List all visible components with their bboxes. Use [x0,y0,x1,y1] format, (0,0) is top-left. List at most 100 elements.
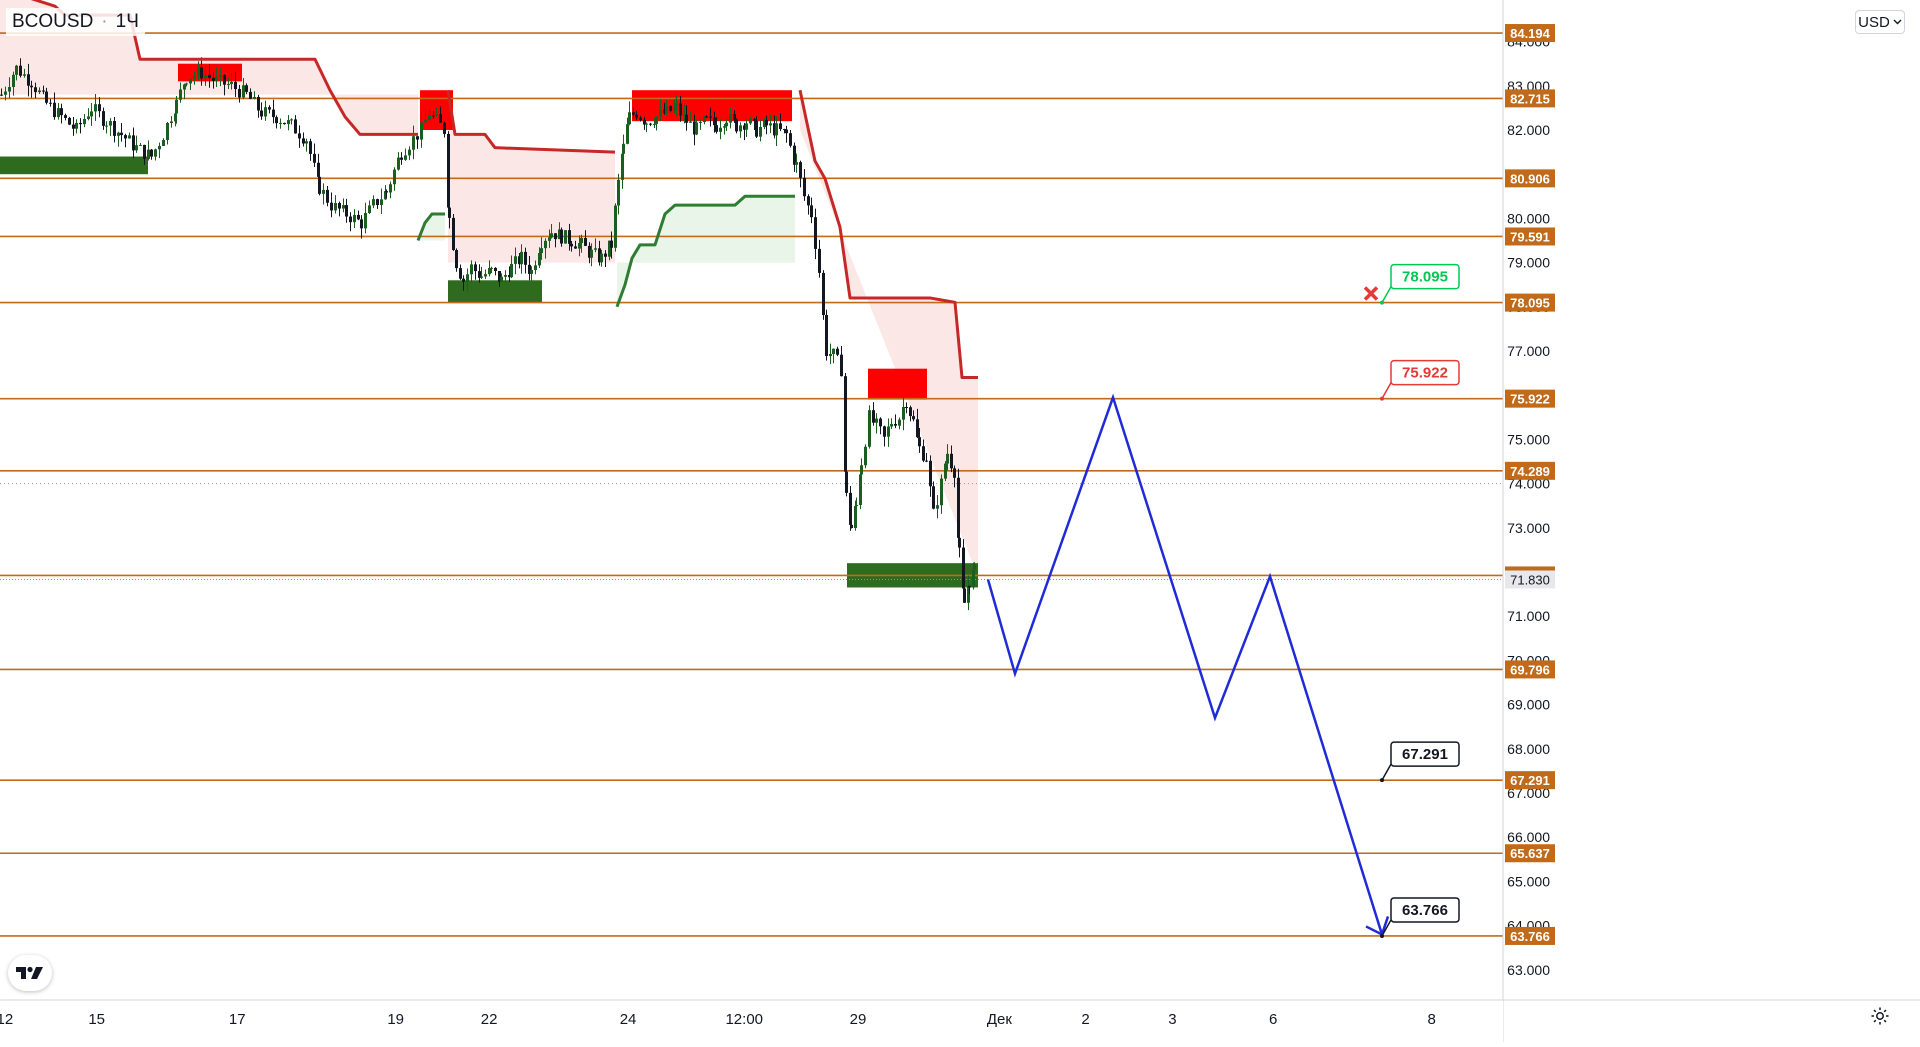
candle-body [135,145,138,151]
candle-body [72,124,75,129]
level-price-tag[interactable] [1505,89,1555,108]
candle-body [898,419,901,426]
candle-body [759,127,762,137]
candle-body [850,524,853,528]
candle-body [626,124,629,144]
candle-body [779,123,782,130]
candle-body [864,446,867,466]
candle-body [973,564,976,570]
candle-body [408,149,411,156]
candle-body [385,191,388,193]
candle-body [309,141,312,154]
level-price-tag[interactable] [1505,293,1555,312]
candle-body [608,240,611,257]
candle-body [544,240,547,249]
candle-body [550,233,553,238]
candle-body [763,119,766,128]
level-price-tag[interactable] [1505,660,1555,679]
candle-body [685,114,688,123]
candle-body [75,122,78,129]
candle-body [822,272,825,316]
currency-button[interactable]: USD [1855,10,1905,34]
candle-body [962,547,965,589]
candle-body [435,114,438,116]
chevron-down-icon [1893,19,1902,25]
bull-fill-1 [418,213,445,241]
time-tick-label: 24 [620,1011,637,1028]
candle-body [558,229,561,240]
level-price-tag[interactable] [1505,389,1555,408]
candle-body [643,119,646,125]
chart-settings-button[interactable] [1866,1002,1894,1030]
candle-body [508,275,511,278]
time-tick-label: 8 [1427,1011,1435,1028]
callout-pointer [1381,763,1392,781]
candle-body [428,115,431,121]
callout-anchor [1380,933,1384,938]
candle-body [709,116,712,118]
time-tick-label: 6 [1269,1011,1277,1028]
callout-box[interactable] [1390,897,1460,923]
candle-body [294,119,297,134]
candle-body [376,199,379,206]
candle-body [189,78,192,84]
candle-body [215,76,218,81]
candle-body [439,114,442,123]
candle-body [234,81,237,90]
candle-body [79,122,82,125]
candle-body [488,267,491,275]
last-price-label: 71.830 [1510,573,1550,588]
candle-body [755,120,758,137]
callout-label[interactable]: 78.095 [1402,269,1448,286]
callout-label[interactable]: 67.291 [1402,746,1448,763]
last-price-tag[interactable] [1505,570,1555,589]
candle-body [653,123,656,125]
level-price-tag[interactable] [1505,227,1555,246]
price-axis[interactable]: 84.00083.00082.00081.00080.00079.00078.0… [1502,0,1920,1042]
callout-box[interactable] [1390,359,1460,386]
price-callouts[interactable]: 78.095 75.922 67.291 63.766 [1363,263,1460,938]
level-price-tag[interactable] [1505,926,1555,945]
callout-label[interactable]: 63.766 [1402,902,1448,919]
interval-label[interactable]: 1Ч [115,11,139,32]
candle-body [540,248,543,254]
candle-body [447,133,450,208]
candle-body [564,230,567,244]
candle-body [795,162,798,165]
candle-body [912,416,915,420]
callout-box[interactable] [1390,741,1460,767]
level-price-tag[interactable] [1505,461,1555,480]
candle-body [245,85,248,92]
candle-body [860,465,863,475]
candle-body [936,505,939,509]
candle-body [57,108,60,118]
candle-body [594,248,597,250]
candle-body [448,207,451,218]
level-price-tag[interactable] [1505,771,1555,790]
candle-body [158,145,161,150]
candle-body [424,120,427,123]
callout-anchor [1380,396,1384,401]
forecast-line[interactable] [986,393,1384,935]
callout-box[interactable] [1390,263,1460,290]
level-price-tag[interactable] [1505,844,1555,863]
candle-body [480,276,483,278]
candle-body [628,112,631,125]
symbol-legend[interactable]: BCOUSD · 1Ч [6,8,145,36]
candle-body [257,96,260,111]
tradingview-logo[interactable] [8,955,52,991]
price-tick-label: 68.000 [1507,741,1550,757]
time-axis[interactable]: 12 15 17 19 22 24 12:00 29 Дек 2 3 6 8 [0,999,1920,1042]
candle-body [53,102,56,118]
callout-label[interactable]: 75.922 [1402,365,1448,382]
candle-body [147,149,150,159]
candle-body [124,135,127,139]
level-price-label: 67.291 [1510,773,1550,788]
level-price-tag[interactable] [1505,24,1555,43]
symbol-name[interactable]: BCOUSD [12,11,94,32]
candle-body [745,123,748,130]
level-price-tag[interactable] [1505,169,1555,188]
bear-fill-3 [800,90,978,577]
